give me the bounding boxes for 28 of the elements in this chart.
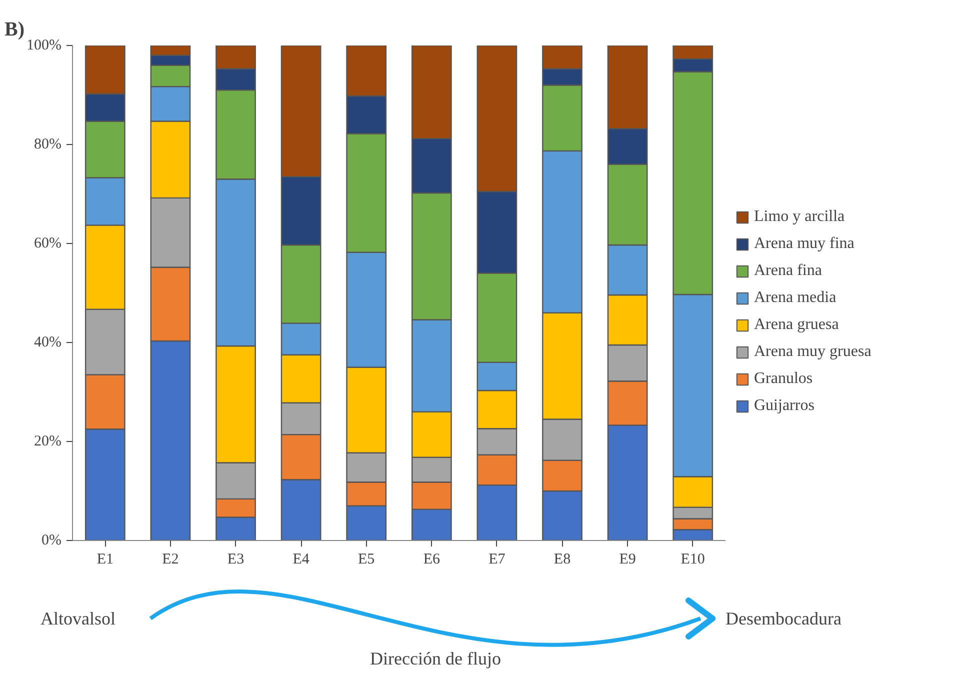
text: Desembocadura — [726, 608, 842, 628]
x-tick-label: E8 — [554, 552, 571, 568]
x-tick-label: E10 — [680, 552, 705, 568]
x-tick-label: E2 — [162, 552, 179, 568]
y-tick-label: 40% — [34, 334, 62, 350]
y-tick-label: 20% — [34, 434, 62, 450]
legend-label: Arena gruesa — [754, 316, 839, 334]
y-tick-label: 60% — [34, 236, 62, 252]
legend-label: Granulos — [754, 370, 813, 388]
x-tick-label: E6 — [423, 552, 440, 568]
y-tick-label: 0% — [42, 532, 62, 548]
legend-label: Arena fina — [754, 262, 822, 280]
x-tick-label: E5 — [358, 552, 375, 568]
x-tick-label: E3 — [227, 552, 244, 568]
text: Dirección de flujo — [370, 648, 501, 668]
y-tick-label: 100% — [26, 38, 62, 54]
x-tick-label: E7 — [488, 552, 506, 568]
legend-label: Guijarros — [754, 397, 814, 415]
legend-label: Arena media — [754, 289, 836, 307]
chart-title: B) — [4, 18, 24, 40]
x-tick-label: E1 — [96, 552, 114, 568]
text: Altovalsol — [40, 608, 116, 628]
x-tick-label: E4 — [292, 552, 310, 568]
legend-label: Limo y arcilla — [754, 208, 845, 226]
legend-label: Arena muy gruesa — [754, 343, 872, 361]
legend-label: Arena muy fina — [754, 235, 854, 253]
x-tick-label: E9 — [619, 552, 636, 568]
y-tick-label: 80% — [34, 136, 62, 152]
